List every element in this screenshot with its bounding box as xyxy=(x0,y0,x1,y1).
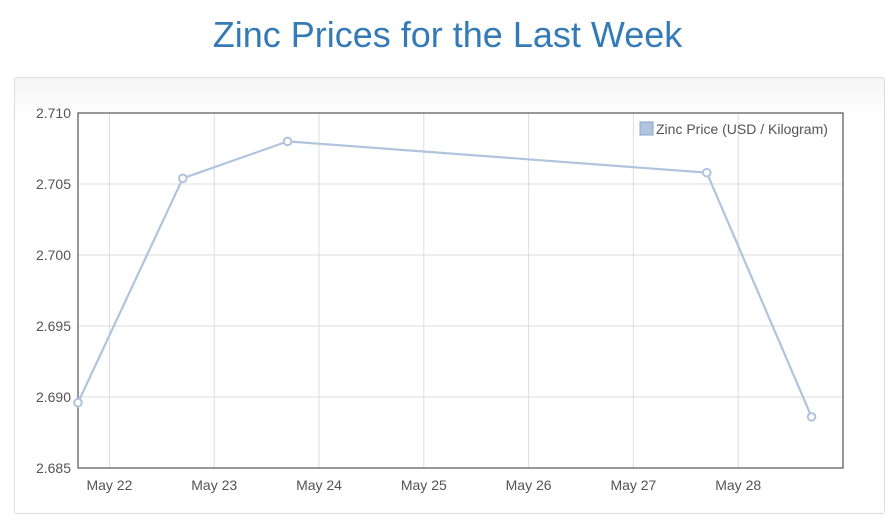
series-layer xyxy=(73,136,817,422)
y-tick-label: 2.690 xyxy=(36,389,71,405)
x-tick-label: May 27 xyxy=(610,477,656,493)
data-point xyxy=(701,167,712,178)
y-tick-label: 2.710 xyxy=(36,105,71,121)
x-tick-label: May 23 xyxy=(191,477,237,493)
y-tick-label: 2.705 xyxy=(36,176,71,192)
data-point xyxy=(177,173,188,184)
data-point xyxy=(73,397,83,408)
legend: Zinc Price (USD / Kilogram) xyxy=(639,121,828,137)
chart-title: Zinc Prices for the Last Week xyxy=(212,14,683,55)
data-point xyxy=(806,412,817,422)
plot-area-border xyxy=(77,112,844,469)
y-tick-label: 2.685 xyxy=(36,460,71,476)
x-tick-label: May 22 xyxy=(86,477,132,493)
y-tick-label: 2.700 xyxy=(36,247,71,263)
grid-lines xyxy=(78,112,843,469)
series-line xyxy=(77,140,813,418)
data-point xyxy=(282,136,293,147)
x-axis-ticks: May 22 May 23 May 24 May 25 May 26 May 27 May … xyxy=(86,477,761,493)
x-tick-label: May 25 xyxy=(401,477,447,493)
legend-label: Zinc Price (USD / Kilogram) xyxy=(656,121,828,137)
chart-panel xyxy=(14,77,885,514)
y-tick-label: 2.695 xyxy=(36,318,71,334)
legend-swatch xyxy=(639,121,654,136)
x-tick-label: May 24 xyxy=(296,477,342,493)
y-axis-ticks: 2.685 2.690 2.695 2.700 2.705 2.710 xyxy=(36,105,71,476)
x-tick-label: May 26 xyxy=(506,477,552,493)
x-tick-label: May 28 xyxy=(715,477,761,493)
